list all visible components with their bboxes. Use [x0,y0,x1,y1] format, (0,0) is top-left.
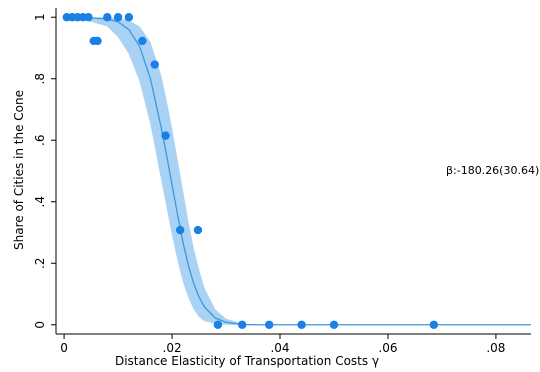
data-point-11 [150,60,159,69]
x-tick-label: .06 [378,341,397,355]
confidence-band-layer [64,17,531,325]
y-tick-label: 0 [33,321,47,329]
axes-layer [55,8,531,335]
y-tick-label: 1 [33,13,47,21]
x-tick-label: .02 [163,341,182,355]
confidence-band [64,17,531,325]
data-point-4 [84,13,93,22]
x-ticks: 0 .02 .04 .06 .08 [60,334,505,355]
y-tick-label: .6 [33,135,47,146]
data-point-16 [238,320,247,329]
fitted-curve [64,16,531,326]
data-point-10 [138,36,147,46]
y-tick-label: .2 [33,258,47,269]
data-point-6 [113,13,123,22]
data-point-17 [265,320,274,329]
data-point-14 [193,225,203,235]
data-point-15 [213,320,223,329]
data-point-5 [103,13,112,22]
x-tick-label: .08 [486,341,505,355]
x-tick-label: 0 [60,341,68,355]
data-point-19 [329,320,339,329]
y-axis-title: Share of Cities in the Cone [12,90,26,250]
x-tick-label: .04 [270,341,289,355]
data-point-18 [297,320,306,329]
x-axis-title: Distance Elasticity of Transportation Co… [115,354,379,368]
data-point-7 [124,13,134,22]
y-tick-label: .8 [33,73,47,84]
data-point-13 [175,225,185,235]
fit-line-layer [64,16,531,326]
y-tick-label: .4 [33,196,47,207]
data-point-12 [161,131,170,140]
coefficient-annotation: β:-180.26(30.64) [446,164,539,177]
y-ticks: 0 .2 .4 .6 .8 1 [33,13,56,329]
data-point-9 [93,36,102,46]
data-point-20 [429,320,439,329]
data-points-layer [62,13,439,329]
